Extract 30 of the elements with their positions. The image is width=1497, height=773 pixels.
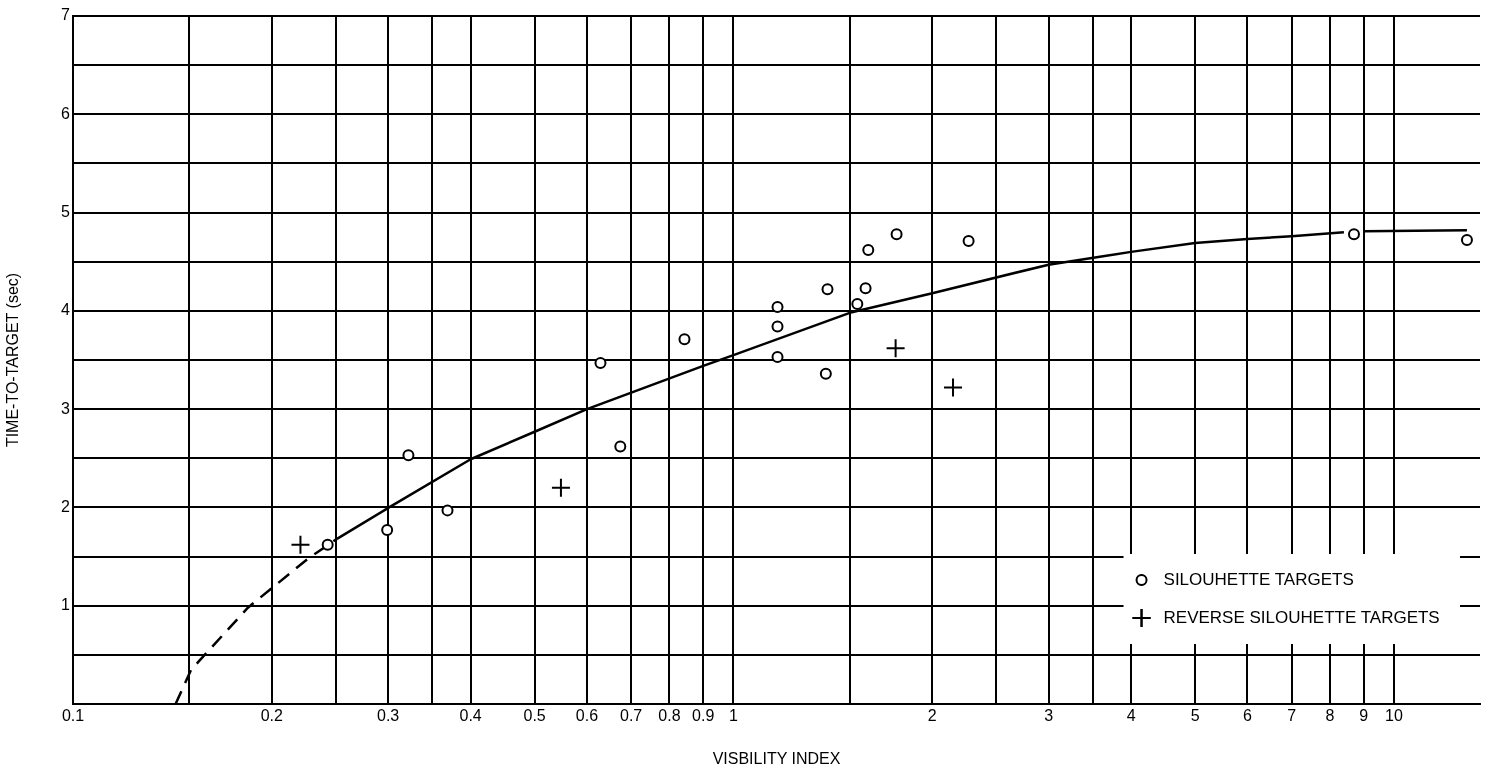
x-tick-label: 8	[1325, 707, 1335, 725]
legend-label: SILOUHETTE TARGETS	[1163, 569, 1354, 589]
x-tick-label: 3	[1044, 707, 1054, 725]
y-tick-label: 5	[61, 202, 71, 220]
y-tick-label: 7	[61, 6, 71, 24]
x-tick-label: 0.6	[575, 707, 599, 725]
x-tick-label: 0.8	[658, 707, 681, 725]
x-tick-label: 0.1	[61, 707, 85, 725]
x-axis-title: VISBILITY INDEX	[712, 749, 841, 767]
y-axis-title: TIME-TO-TARGET (sec)	[4, 272, 22, 448]
x-tick-label: 6	[1242, 707, 1252, 725]
x-tick-label: 0.2	[260, 707, 284, 725]
x-tick-label: 4	[1126, 707, 1136, 725]
y-tick-label: 4	[61, 301, 71, 319]
x-tick-label: 0.7	[620, 707, 643, 725]
x-tick-label: 0.4	[459, 707, 482, 725]
x-tick-label: 10	[1385, 707, 1403, 725]
legend-label: REVERSE SILOUHETTE TARGETS	[1163, 607, 1440, 627]
x-tick-label: 0.3	[376, 707, 400, 725]
y-tick-label: 3	[61, 399, 71, 417]
x-tick-label: 2	[927, 707, 937, 725]
x-tick-label: 7	[1287, 707, 1297, 725]
y-tick-label: 6	[61, 104, 71, 122]
x-tick-label: 5	[1190, 707, 1200, 725]
x-tick-label: 1	[729, 707, 739, 725]
x-tick-label: 0.5	[523, 707, 546, 725]
y-tick-label: 1	[61, 596, 71, 614]
x-tick-label: 9	[1359, 707, 1369, 725]
x-tick-label: 0.9	[692, 707, 715, 725]
y-tick-label: 2	[61, 497, 71, 515]
